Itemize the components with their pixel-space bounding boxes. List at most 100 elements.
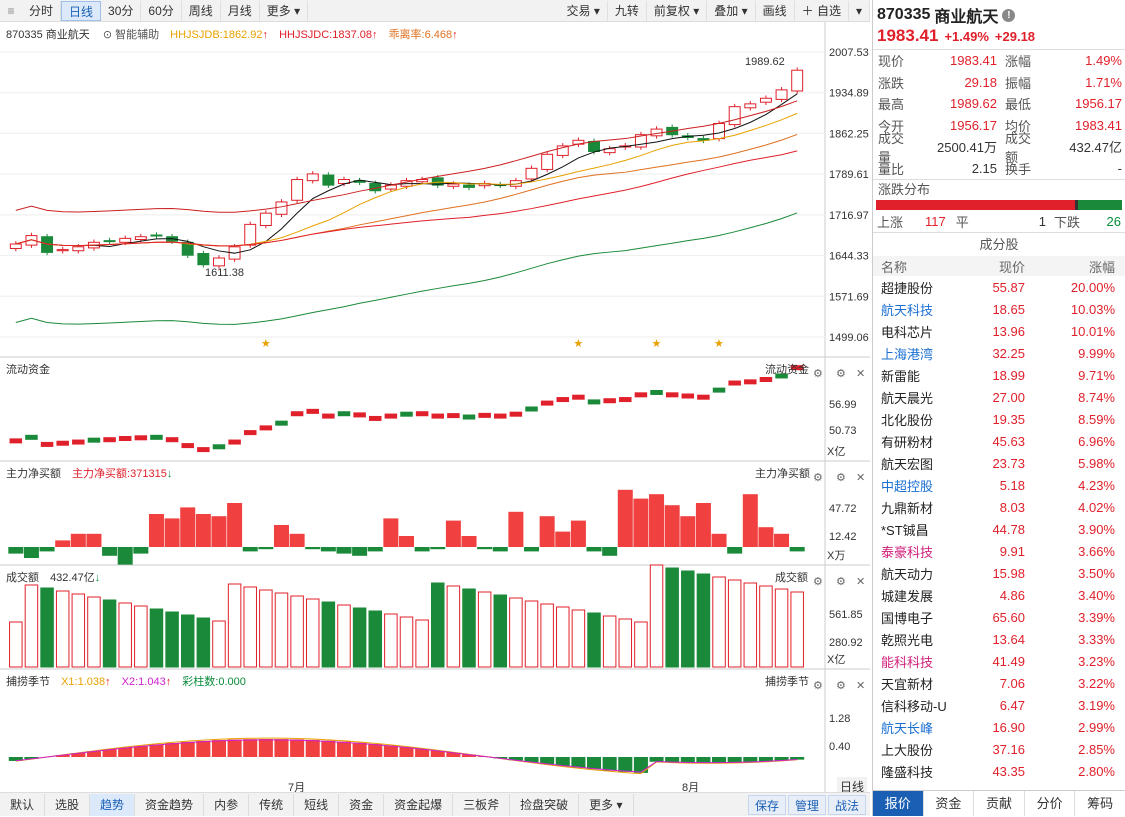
toolbar-btn-5[interactable]: ＋ 自选 [795, 1, 849, 21]
component-row[interactable]: 能科科技 41.49 3.23% [873, 650, 1125, 672]
net-bar [133, 547, 149, 554]
component-row[interactable]: 航天科技 18.65 10.03% [873, 298, 1125, 320]
day-label[interactable]: 日线 [837, 777, 868, 796]
component-row[interactable]: 新雷能 18.99 9.71% [873, 364, 1125, 386]
season-bar [680, 757, 695, 763]
smart-assist-toggle[interactable]: ⊙ 智能辅助 [102, 29, 160, 41]
bottom-right-btn-2[interactable]: 战法 [827, 795, 866, 815]
component-row[interactable]: 城建发展 4.86 3.40% [873, 584, 1125, 606]
component-row[interactable]: 航天动力 15.98 3.50% [873, 562, 1125, 584]
stats-table: 现价 1983.41 涨幅 1.49% 涨跌 29.18 振幅 1.71% 最高 1989.62 最… [873, 50, 1125, 180]
vol-bar-up [118, 602, 132, 668]
gear-icon: ⚙ [813, 576, 823, 588]
bottom-tab-0[interactable]: 默认 [0, 793, 46, 816]
vol-bar-up [384, 613, 398, 668]
component-row[interactable]: 中超控股 5.18 4.23% [873, 474, 1125, 496]
season-bar [602, 757, 617, 771]
vol-bar-up [290, 595, 304, 668]
vol-bar-down [321, 601, 336, 668]
toolbar-btn-4[interactable]: 画线 [756, 1, 795, 21]
vol-bar-up [24, 584, 39, 668]
candle-up [25, 235, 38, 246]
period-tab-5[interactable]: 月线 [221, 0, 260, 21]
component-row[interactable]: 航天宏图 23.73 5.98% [873, 452, 1125, 474]
bottom-tab-7[interactable]: 资金 [339, 793, 385, 816]
ma-line-30 [15, 150, 798, 247]
period-tab-3[interactable]: 60分 [141, 0, 182, 21]
component-row[interactable]: 隆盛科技 43.35 2.80% [873, 760, 1125, 782]
toolbar-btn-2[interactable]: 前复权 ▾ [647, 1, 708, 21]
bottom-tab-4[interactable]: 内参 [204, 793, 250, 816]
info-icon[interactable]: ! [1002, 8, 1016, 22]
vol-bar-up [337, 604, 351, 668]
component-pct: 2.80% [1078, 763, 1115, 779]
net-tick: 12.42 [829, 531, 857, 543]
period-tab-1[interactable]: 日线 [61, 0, 102, 21]
toolbar-btn-3[interactable]: 叠加 ▾ [707, 1, 756, 21]
component-row[interactable]: 电科芯片 13.96 10.01% [873, 320, 1125, 342]
col-price[interactable]: 现价 [998, 259, 1025, 275]
side-tab-2[interactable]: 贡献 [974, 791, 1025, 816]
bottom-tab-5[interactable]: 传统 [249, 793, 295, 816]
flow-tick: 50.73 [829, 425, 857, 437]
side-tab-1[interactable]: 资金 [924, 791, 975, 816]
component-name: *ST铖昌 [881, 522, 929, 538]
side-tab-4[interactable]: 筹码 [1075, 791, 1125, 816]
flow-bar [462, 414, 476, 420]
component-row[interactable]: 信科移动-U 6.47 3.19% [873, 694, 1125, 716]
toolbar-dropdown-icon[interactable]: ▾ [849, 1, 870, 21]
vol-bar-up [743, 582, 758, 668]
period-tab-4[interactable]: 周线 [182, 0, 221, 21]
bottom-tab-1[interactable]: 选股 [45, 793, 91, 816]
season-bar [102, 749, 117, 757]
code-name: 870335 商业航天 [6, 29, 90, 41]
period-tab-6[interactable]: 更多 ▾ [260, 0, 309, 21]
toolbar-btn-1[interactable]: 九转 [608, 1, 647, 21]
component-row[interactable]: 航天晨光 27.00 8.74% [873, 386, 1125, 408]
component-row[interactable]: 国博电子 65.60 3.39% [873, 606, 1125, 628]
component-row[interactable]: 泰豪科技 9.91 3.66% [873, 540, 1125, 562]
bottom-tab-8[interactable]: 资金起爆 [384, 793, 454, 816]
component-row[interactable]: 有研粉材 45.63 6.96% [873, 430, 1125, 452]
component-pct: 8.74% [1078, 389, 1115, 405]
component-row[interactable]: 九鼎新材 8.03 4.02% [873, 496, 1125, 518]
bottom-tab-9[interactable]: 三板斧 [453, 793, 511, 816]
bottom-tab-10[interactable]: 捡盘突破 [510, 793, 580, 816]
period-tab-0[interactable]: 分时 [22, 0, 62, 21]
bottom-tab-3[interactable]: 资金趋势 [135, 793, 205, 816]
period-tab-2[interactable]: 30分 [101, 0, 142, 21]
component-row[interactable]: 航天长峰 16.90 2.99% [873, 716, 1125, 738]
component-name: 九鼎新材 [881, 500, 934, 516]
side-tab-0[interactable]: 报价 [873, 791, 924, 816]
bottom-tab-2[interactable]: 趋势 [90, 793, 136, 816]
component-row[interactable]: 北化股份 19.35 8.59% [873, 408, 1125, 430]
flow-bar [275, 420, 288, 426]
component-row[interactable]: 超捷股份 55.87 20.00% [873, 276, 1125, 298]
component-row[interactable]: 天宜新材 7.06 3.22% [873, 672, 1125, 694]
flow-bar [540, 400, 554, 406]
season-bar [493, 757, 508, 759]
col-pct[interactable]: 涨幅 [1088, 259, 1115, 275]
bottom-tab-11[interactable]: 更多 ▾ [579, 793, 634, 816]
side-tab-3[interactable]: 分价 [1025, 791, 1076, 816]
toolbar-btn-0[interactable]: 交易 ▾ [560, 1, 608, 21]
flow-bar [150, 434, 163, 440]
vol-bar-down [681, 570, 695, 668]
col-name[interactable]: 名称 [881, 259, 908, 275]
stat-key: 最低 [1005, 97, 1032, 113]
bottom-right-btn-1[interactable]: 管理 [787, 795, 826, 815]
bottom-right-btn-0[interactable]: 保存 [747, 795, 786, 815]
menu-icon[interactable]: ≡ [7, 3, 15, 18]
vol-bar-up [509, 597, 523, 668]
component-row[interactable]: *ST铖昌 44.78 3.90% [873, 518, 1125, 540]
kline-chart[interactable]: ★ ★ ★ ★ 2007.53 1934.89 1862.25 1789.61 1716.97… [0, 22, 870, 792]
component-row[interactable]: 乾照光电 13.64 3.33% [873, 628, 1125, 650]
season-bar [71, 753, 86, 757]
component-row[interactable]: 上海港湾 32.25 9.99% [873, 342, 1125, 364]
vol-bar-down [352, 607, 367, 668]
component-row[interactable]: 上大股份 37.16 2.85% [873, 738, 1125, 760]
vol-bar-up [759, 585, 773, 668]
component-pct: 3.19% [1078, 697, 1115, 713]
bottom-tab-6[interactable]: 短线 [294, 793, 340, 816]
signal-star: ★ [573, 338, 583, 350]
